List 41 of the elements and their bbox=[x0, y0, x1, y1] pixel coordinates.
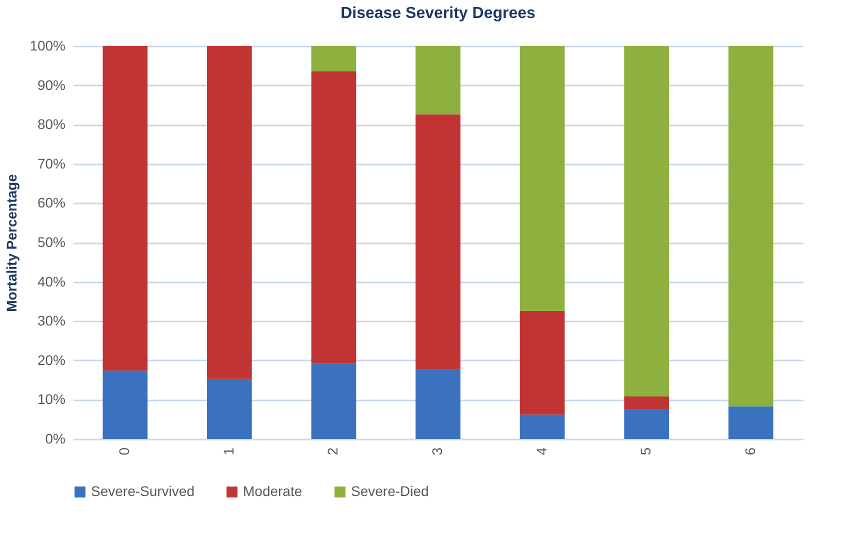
y-tick-label: 40% bbox=[37, 273, 66, 290]
y-tick-label: 70% bbox=[37, 155, 66, 172]
bar bbox=[728, 406, 774, 439]
bar bbox=[520, 414, 565, 439]
bar bbox=[624, 46, 669, 397]
y-tick-label: 50% bbox=[37, 234, 66, 250]
y-tick-label: 30% bbox=[37, 312, 66, 329]
x-tick-label: 4 bbox=[533, 447, 550, 456]
bar bbox=[416, 114, 460, 370]
bar bbox=[311, 46, 356, 72]
bar bbox=[416, 370, 460, 439]
x-tick-label: 3 bbox=[429, 447, 445, 456]
y-tick-label: 90% bbox=[37, 76, 66, 93]
chart-title: Disease Severity Degrees bbox=[340, 5, 536, 22]
y-tick-label: 100% bbox=[30, 38, 66, 54]
bar bbox=[311, 71, 356, 364]
legend-label: Moderate bbox=[243, 483, 302, 499]
bar bbox=[624, 396, 669, 410]
y-axis-title: Mortality Percentage bbox=[4, 174, 20, 312]
y-tick-label: 0% bbox=[45, 430, 66, 446]
bar bbox=[520, 310, 565, 415]
bar bbox=[207, 378, 252, 439]
y-tick-label: 20% bbox=[37, 352, 66, 368]
x-tick-label: 0 bbox=[116, 447, 132, 456]
bar bbox=[311, 363, 356, 439]
y-tick-label: 80% bbox=[37, 116, 66, 132]
x-tick-label: 1 bbox=[220, 447, 236, 456]
bar bbox=[102, 370, 148, 439]
bar bbox=[520, 46, 565, 311]
legend-label: Severe-Survived bbox=[91, 483, 194, 499]
x-tick-label: 5 bbox=[638, 447, 654, 456]
legend-label: Severe-Died bbox=[351, 483, 429, 499]
y-tick-label: 10% bbox=[37, 391, 66, 408]
x-tick-label: 2 bbox=[324, 447, 341, 456]
bar bbox=[102, 46, 148, 371]
y-tick-label: 60% bbox=[37, 194, 66, 211]
x-tick-label: 6 bbox=[742, 447, 758, 456]
bar bbox=[207, 46, 252, 379]
bar bbox=[624, 410, 669, 439]
bar bbox=[416, 46, 460, 114]
bar bbox=[728, 46, 774, 406]
